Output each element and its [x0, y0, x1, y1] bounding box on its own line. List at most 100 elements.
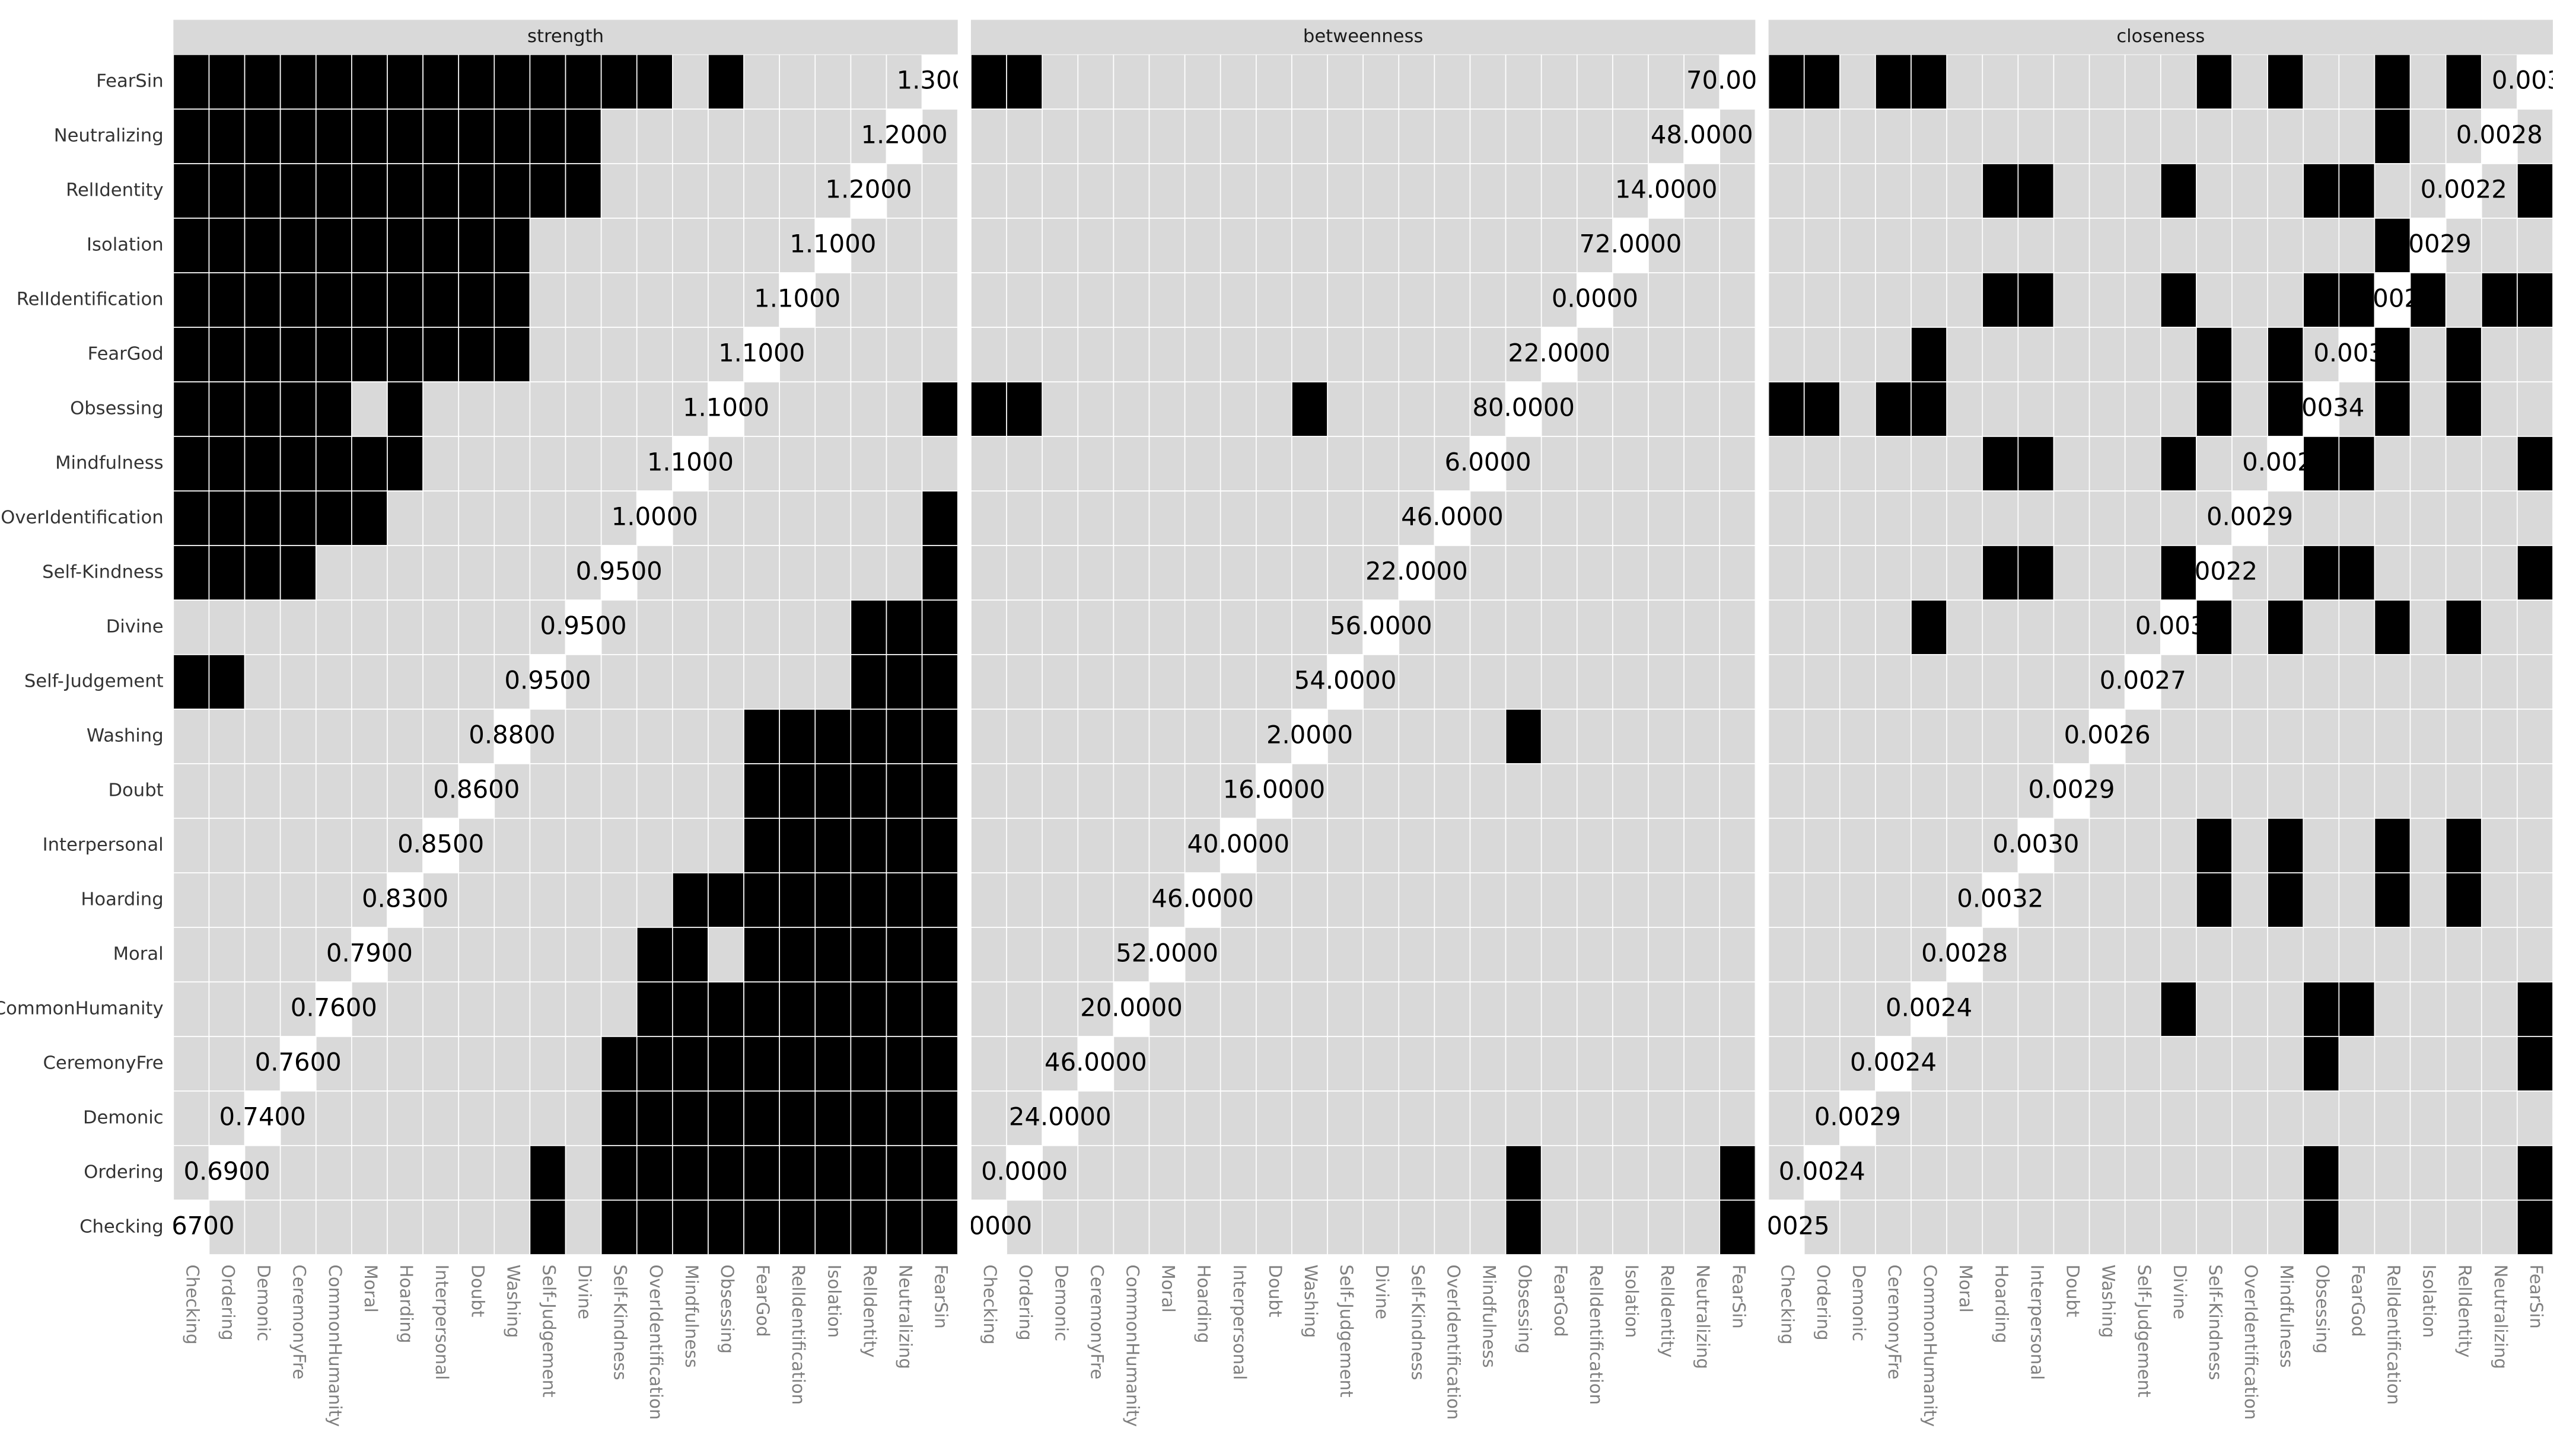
- cell: [2303, 545, 2340, 601]
- cell: [2267, 1144, 2304, 1201]
- value-label: 0.0030: [1992, 829, 2079, 858]
- cell: [279, 653, 317, 710]
- cell: [1362, 436, 1400, 492]
- cell: [458, 54, 495, 110]
- cell: [458, 653, 495, 710]
- cell: [1362, 653, 1400, 710]
- cell: [1362, 1090, 1400, 1146]
- cell: [1291, 436, 1328, 492]
- cell: [1803, 872, 1841, 928]
- cell: [1327, 163, 1364, 219]
- cell: [173, 436, 210, 492]
- cell: [2303, 163, 2340, 219]
- cell: [2017, 327, 2055, 382]
- diagonal-cell: [422, 817, 460, 873]
- y-tick-label: Moral: [113, 943, 164, 964]
- cell: [1291, 1199, 1328, 1255]
- cell: [779, 54, 816, 110]
- cell: [2231, 708, 2268, 764]
- cell: [2053, 1035, 2090, 1092]
- cell: [244, 54, 281, 110]
- cell: [672, 763, 709, 819]
- cell: [2517, 436, 2553, 492]
- cell: [1910, 163, 1948, 219]
- cell: [1683, 872, 1721, 928]
- cell: [1683, 653, 1721, 710]
- cell: [2303, 218, 2340, 273]
- cell: [1576, 163, 1613, 219]
- cell: [1612, 272, 1649, 328]
- cell: [387, 54, 424, 110]
- cell: [779, 599, 816, 655]
- cell: [1042, 54, 1079, 110]
- cell: [1540, 1144, 1578, 1201]
- diagonal-cell: [2303, 381, 2340, 437]
- cell: [1946, 272, 1983, 328]
- cell: [1398, 54, 1435, 110]
- cell: [2160, 981, 2197, 1037]
- cell: [1148, 163, 1186, 219]
- cell: [850, 1035, 887, 1092]
- x-tick-label: FearSin: [1728, 1265, 1749, 1329]
- cell: [2088, 436, 2126, 492]
- cell: [1256, 327, 1292, 382]
- cell: [1113, 54, 1150, 110]
- x-tick-label: RelIdentity: [2455, 1265, 2475, 1358]
- cell: [1982, 1090, 2019, 1146]
- cell: [1875, 381, 1912, 437]
- cell: [1683, 817, 1721, 873]
- cell: [279, 163, 317, 219]
- cell: [1219, 1199, 1257, 1255]
- cell: [1648, 1090, 1685, 1146]
- cell: [315, 926, 352, 983]
- cell: [1327, 763, 1364, 819]
- cell: [208, 109, 246, 164]
- cell: [1256, 272, 1292, 328]
- cell: [1219, 1035, 1257, 1092]
- cell: [173, 381, 210, 437]
- cell: [1839, 763, 1876, 819]
- cell: [970, 926, 1007, 983]
- cell: [2124, 1199, 2161, 1255]
- x-tick-label: Checking: [182, 1265, 202, 1345]
- cell: [1327, 490, 1364, 546]
- cell: [2303, 1199, 2340, 1255]
- cell: [244, 490, 281, 546]
- cell: [1469, 653, 1507, 710]
- value-label: 48.0000: [1651, 120, 1753, 149]
- cell: [315, 109, 352, 164]
- cell: [1398, 599, 1435, 655]
- cell: [2088, 1144, 2126, 1201]
- cell: [565, 872, 602, 928]
- cell: [1648, 653, 1685, 710]
- cell: [970, 54, 1007, 110]
- cell: [1648, 981, 1685, 1037]
- cell: [1875, 1090, 1912, 1146]
- x-tick-label: Divine: [1372, 1265, 1392, 1320]
- cell: [2267, 272, 2304, 328]
- cell: [422, 54, 460, 110]
- cell: [1719, 436, 1756, 492]
- cell: [850, 653, 887, 710]
- cell: [1184, 545, 1221, 601]
- cell: [2338, 109, 2376, 164]
- cell: [2517, 1144, 2553, 1201]
- cell: [672, 1035, 709, 1092]
- value-label: 52.0000: [1116, 938, 1218, 967]
- cell: [814, 763, 852, 819]
- cell: [1291, 109, 1328, 164]
- cell: [529, 1035, 566, 1092]
- cell: [1077, 708, 1115, 764]
- cell: [1648, 272, 1685, 328]
- cell: [2160, 1199, 2197, 1255]
- y-tick-label: Isolation: [87, 234, 164, 255]
- cell: [672, 817, 709, 873]
- cell: [2231, 872, 2268, 928]
- cell: [173, 981, 210, 1037]
- cell: [493, 872, 531, 928]
- cell: [244, 708, 281, 764]
- cell: [921, 981, 958, 1037]
- cell: [2303, 599, 2340, 655]
- cell: [1184, 708, 1221, 764]
- cell: [1219, 163, 1257, 219]
